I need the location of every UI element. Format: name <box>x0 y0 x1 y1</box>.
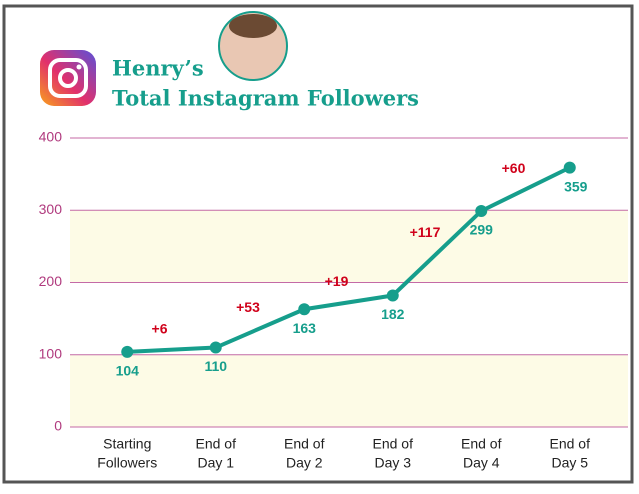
point <box>121 346 133 358</box>
band <box>70 355 628 427</box>
data-label: 163 <box>293 320 317 336</box>
x-tick-label: End of <box>550 436 591 452</box>
change-label: +60 <box>502 160 526 176</box>
x-tick-label: End of <box>461 436 502 452</box>
data-label: 182 <box>381 306 405 322</box>
y-tick-label: 200 <box>39 273 63 289</box>
change-label: +19 <box>325 273 349 289</box>
y-tick-label: 300 <box>39 201 63 217</box>
y-tick-label: 0 <box>54 418 62 434</box>
y-tick-label: 100 <box>39 345 63 361</box>
band <box>70 210 628 282</box>
instagram-icon-dot <box>77 65 82 70</box>
point <box>298 303 310 315</box>
point <box>475 205 487 217</box>
x-tick-label: End of <box>373 436 414 452</box>
point <box>564 162 576 174</box>
x-tick-label: Day 1 <box>197 455 234 471</box>
data-label: 104 <box>116 363 140 379</box>
band <box>70 138 628 210</box>
x-tick-label: Day 2 <box>286 455 323 471</box>
chart-subtitle: Total Instagram Followers <box>112 86 419 111</box>
y-tick-label: 400 <box>39 129 63 145</box>
profile-hair <box>229 14 277 38</box>
point <box>210 342 222 354</box>
change-label: +53 <box>236 299 260 315</box>
x-tick-label: Day 3 <box>374 455 411 471</box>
x-tick-label: End of <box>196 436 237 452</box>
data-label: 299 <box>470 222 494 238</box>
x-tick-label: End of <box>284 436 325 452</box>
x-tick-label: Starting <box>103 436 151 452</box>
change-label: +6 <box>152 320 168 336</box>
chart-title: Henry’s <box>112 56 204 81</box>
x-tick-label: Day 4 <box>463 455 500 471</box>
x-tick-label: Followers <box>97 455 157 471</box>
chart: 0 100 200 300 400 Starting Followers End of Day … <box>0 0 639 489</box>
change-label: +117 <box>410 224 441 240</box>
data-label: 110 <box>204 358 227 374</box>
x-tick-label: Day 5 <box>551 455 588 471</box>
band <box>70 283 628 355</box>
plot-area: 0 100 200 300 400 Starting Followers End of Day … <box>39 129 628 471</box>
data-label: 359 <box>564 178 588 194</box>
point <box>387 290 399 302</box>
